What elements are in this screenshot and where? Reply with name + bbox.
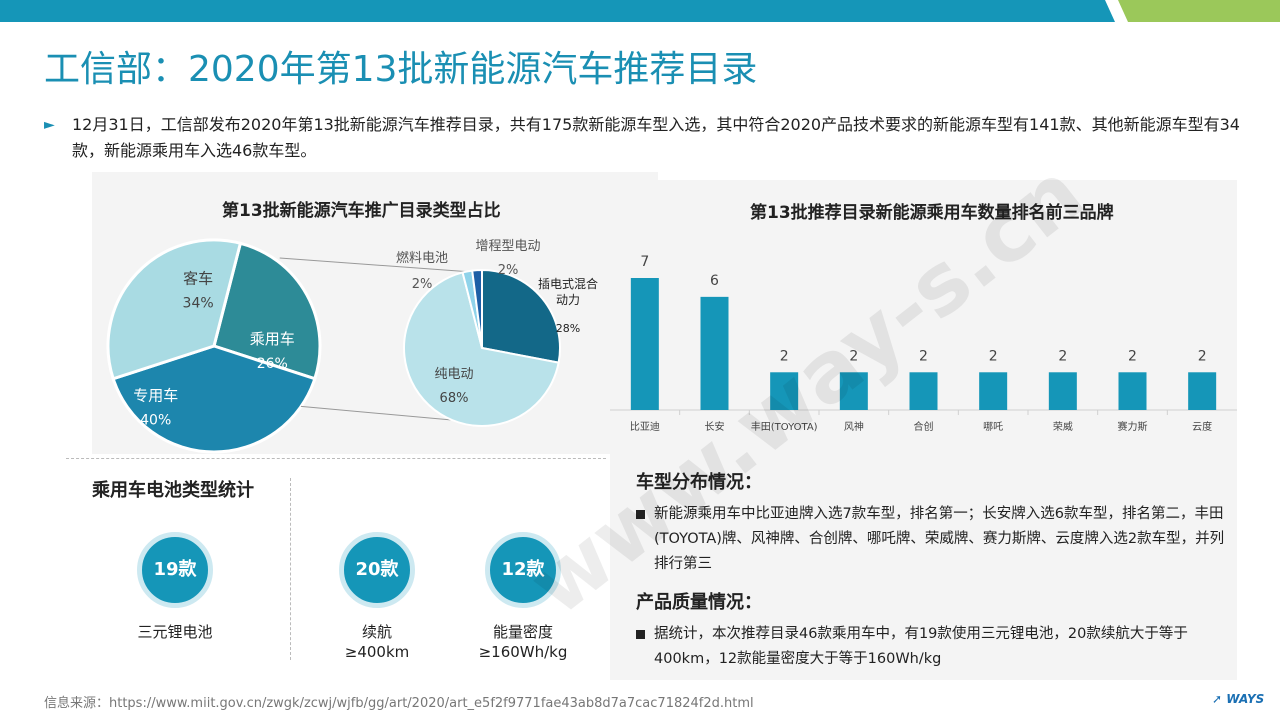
sub-pie-label: 燃料电池: [396, 250, 448, 266]
intro-text: 12月31日，工信部发布2020年第13批新能源汽车推荐目录，共有175款新能源…: [72, 115, 1240, 160]
bar-chart: 7 比亚迪 6 长安 2 丰田(TOYOTA) 2 风神 2 合创 2 哪吒 2 荣威 2 赛力斯 2 云度: [610, 254, 1237, 433]
distribution-text: 新能源乘用车中比亚迪牌入选7款车型，排名第一；长安牌入选6款车型，排名第二，丰田…: [654, 506, 1225, 572]
pie-chart: 乘用车 26% 专用车 40% 客车 34% 插电式混合动力 28% 纯电动 68% 燃料电池 2% 增…: [106, 238, 598, 454]
top-decor-bar: [0, 0, 1280, 22]
bar: [700, 296, 729, 410]
pie-label: 客车: [183, 270, 213, 288]
x-tick-label: 赛力斯: [1118, 420, 1148, 433]
bar: [1118, 372, 1147, 410]
bar: [979, 372, 1008, 410]
pie-value-label: 34%: [183, 296, 214, 312]
pie-chart-title: 第13批新能源汽车推广目录类型占比: [222, 201, 501, 221]
square-bullet-icon: [636, 630, 645, 639]
x-tick-label: 哪吒: [983, 421, 1003, 433]
bar-value-label: 7: [640, 254, 649, 270]
bar-value-label: 2: [919, 348, 928, 364]
triangle-bullet-icon: ►: [44, 117, 55, 133]
bar: [630, 278, 659, 410]
bar-value-label: 2: [1128, 348, 1137, 364]
page-title: 工信部：2020年第13批新能源汽车推荐目录: [44, 49, 758, 90]
x-tick-label: 合创: [914, 420, 934, 433]
sub-pie-label: 增程型电动: [475, 239, 540, 254]
stat-badge: 19款: [137, 532, 213, 608]
quality-heading: 产品质量情况：: [636, 592, 762, 613]
x-tick-label: 云度: [1192, 420, 1212, 433]
x-tick-label: 风神: [844, 420, 864, 433]
x-tick-label: 长安: [705, 420, 725, 433]
stat-label: 三元锂电池: [137, 623, 213, 641]
square-bullet-icon: [636, 510, 645, 519]
bar-value-label: 2: [989, 348, 998, 364]
sub-pie-slice: [481, 268, 561, 364]
stat-label: 续航 ≥400km: [344, 623, 410, 661]
sub-pie-label: 插电式混合动力: [538, 276, 598, 307]
bar-value-label: 6: [710, 273, 719, 289]
connector-line: [279, 257, 473, 273]
bar: [839, 372, 868, 410]
x-tick-label: 比亚迪: [630, 421, 660, 433]
pie-label: 专用车: [133, 386, 178, 404]
ways-logo: ➚ WAYS: [1212, 692, 1265, 706]
quality-text: 据统计，本次推荐目录46款乘用车中，有19款使用三元锂电池，20款续航大于等于4…: [654, 626, 1188, 667]
battery-stats-title: 乘用车电池类型统计: [92, 480, 254, 501]
bar: [1048, 372, 1077, 410]
bar-value-label: 2: [780, 348, 789, 364]
sub-pie-slice: [403, 271, 560, 427]
divider-dashed: [66, 458, 606, 459]
bar: [909, 372, 938, 410]
logo-text: WAYS: [1226, 692, 1265, 706]
pie-value-label: 26%: [257, 356, 288, 372]
x-tick-label: 荣威: [1053, 420, 1073, 433]
bar: [1188, 372, 1217, 410]
sub-pie-value-label: 68%: [440, 391, 469, 406]
divider-vertical-dashed: [290, 478, 291, 660]
pie-value-label: 40%: [140, 412, 171, 428]
stat-badge: 12款: [485, 532, 561, 608]
sub-pie-value-label: 28%: [556, 322, 580, 335]
stat-range: 20款 续航 ≥400km: [297, 532, 457, 662]
stat-ternary-lithium: 19款 三元锂电池: [95, 532, 255, 642]
bar-value-label: 2: [1198, 348, 1207, 364]
sub-pie-value-label: 2%: [498, 263, 519, 278]
sub-pie-label: 纯电动: [434, 367, 473, 382]
bar-chart-panel: [610, 180, 1237, 680]
bar: [770, 372, 799, 410]
stat-energy-density: 12款 能量密度 ≥160Wh/kg: [443, 532, 603, 662]
pie-slice: [106, 238, 243, 381]
stat-badge: 20款: [339, 532, 415, 608]
bar-chart-title: 第13批推荐目录新能源乘用车数量排名前三品牌: [750, 203, 1114, 223]
source-text: 信息来源：https://www.miit.gov.cn/zwgk/zcwj/w…: [44, 696, 754, 711]
pie-slice: [111, 344, 317, 454]
connector-line: [300, 405, 475, 423]
distribution-heading: 车型分布情况：: [636, 472, 762, 493]
pie-label: 乘用车: [250, 330, 295, 348]
bar-value-label: 2: [849, 348, 858, 364]
sub-pie-slice: [471, 268, 483, 349]
bar-value-label: 2: [1058, 348, 1067, 364]
x-tick-label: 丰田(TOYOTA): [751, 420, 818, 433]
pie-slice: [212, 241, 322, 381]
sub-pie-value-label: 2%: [412, 277, 433, 292]
stat-label: 能量密度 ≥160Wh/kg: [478, 623, 568, 661]
